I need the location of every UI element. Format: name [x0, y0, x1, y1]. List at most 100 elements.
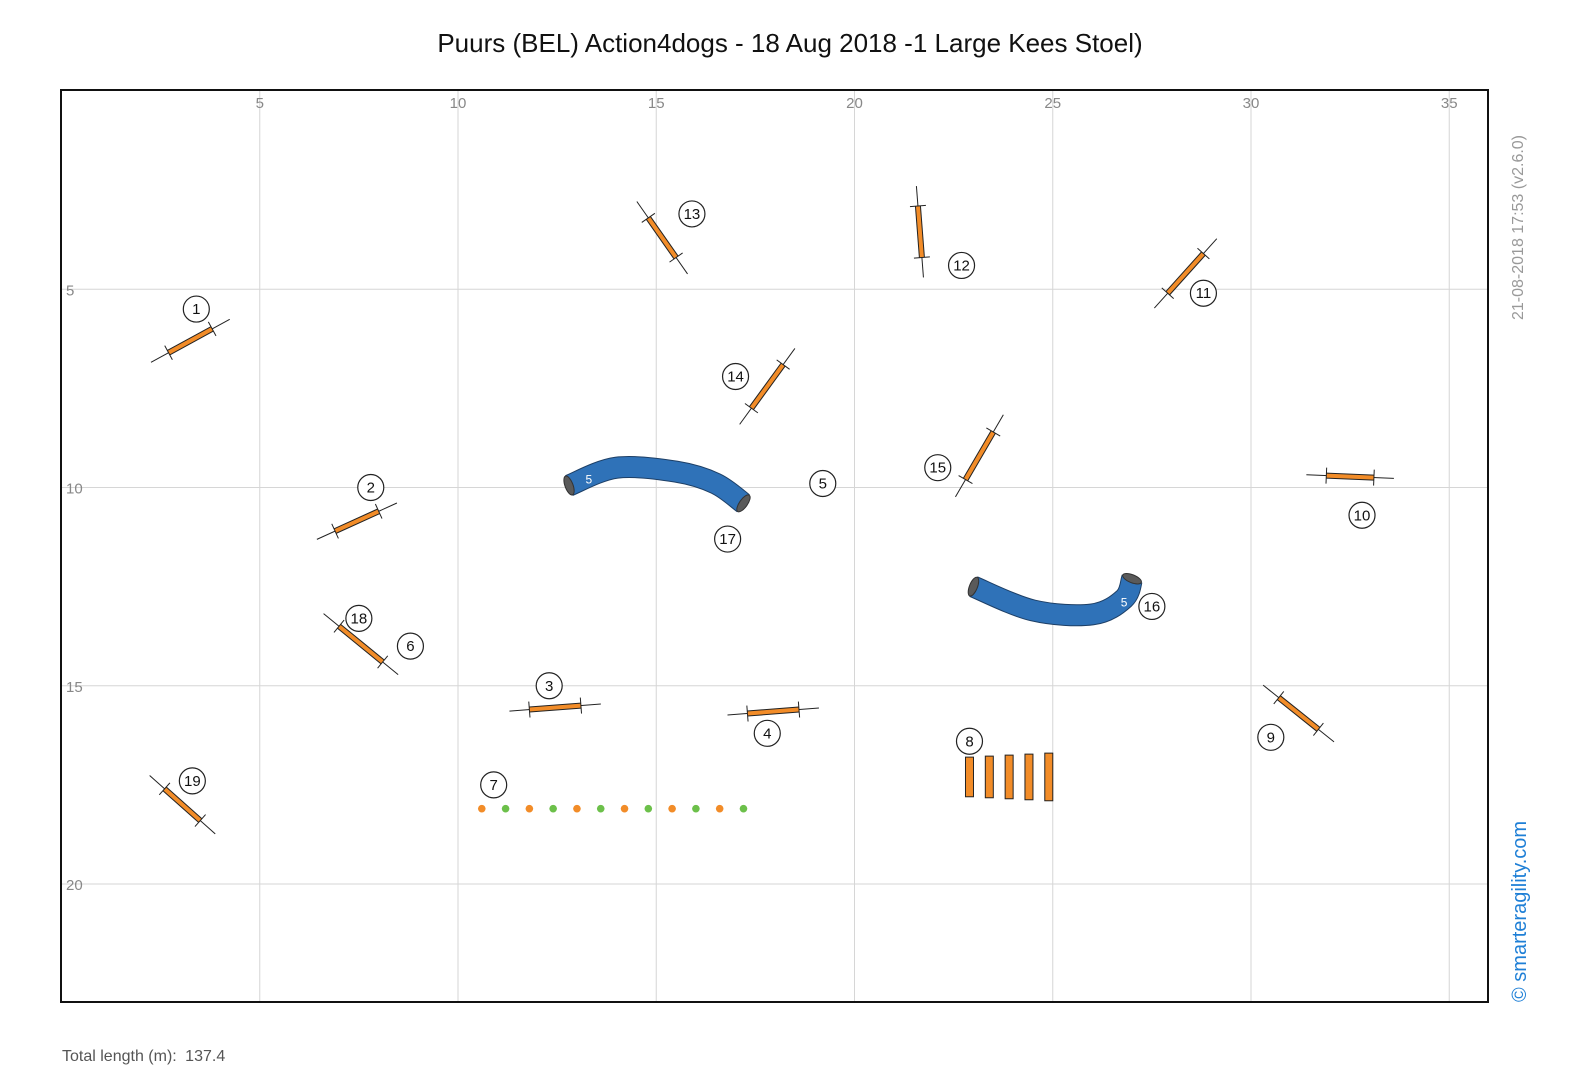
number-circle: [1189, 279, 1218, 307]
jump-bar: [646, 216, 678, 259]
number-circle: [535, 672, 563, 700]
number-label: 3: [545, 678, 553, 695]
total-length: Total length (m): 137.4: [62, 1048, 225, 1066]
number-marker: 14: [721, 362, 750, 391]
weave-pole: [549, 804, 557, 813]
tunnel-label: 5: [586, 473, 593, 487]
jump: [955, 414, 1004, 498]
jump-bar: [915, 205, 924, 258]
jump-stand: [1197, 247, 1210, 260]
number-circle: [714, 525, 742, 553]
number-marker: 10: [1348, 501, 1376, 529]
weave-pole: [596, 804, 605, 813]
jump-stand: [528, 701, 531, 718]
timestamp-label: 21-08-2018 17:53 (v2.6.0): [1510, 135, 1527, 320]
jumps: [149, 186, 1394, 835]
y-tick-label: 10: [66, 481, 83, 498]
number-marker: 2: [357, 473, 385, 502]
number-circle: [678, 200, 706, 228]
number-label: 13: [684, 206, 701, 223]
tunnel-opening: [736, 494, 751, 513]
jump-bar: [963, 430, 996, 481]
weave-pole: [668, 804, 676, 813]
jump-bar: [1326, 473, 1374, 480]
jump-stand: [1373, 469, 1375, 486]
x-tick-label: 35: [1441, 95, 1458, 112]
tunnel: 5: [967, 572, 1143, 627]
long-jump-board: [984, 755, 994, 799]
jump-stand: [207, 321, 217, 337]
number-label: 14: [727, 368, 744, 385]
number-label: 6: [406, 638, 414, 655]
jump-bar: [529, 703, 582, 712]
number-marker: 18: [345, 604, 373, 632]
weave-pole: [715, 804, 724, 813]
number-label: 1: [192, 301, 200, 318]
jump-bar: [163, 787, 202, 823]
jump: [1153, 238, 1218, 309]
jump-stand: [194, 814, 206, 827]
number-circle: [1348, 501, 1376, 529]
number-marker: 1: [182, 295, 210, 323]
long-jump-board: [1044, 752, 1054, 802]
jump-bar: [1166, 252, 1205, 295]
total-length-value: 137.4: [185, 1048, 226, 1065]
weave-pole: [525, 804, 534, 813]
jump-stand: [164, 345, 173, 360]
number-label: 15: [929, 460, 946, 477]
number-circle: [753, 719, 781, 747]
jump-stand: [669, 252, 683, 263]
number-label: 2: [367, 480, 375, 497]
total-length-label: Total length (m):: [62, 1048, 177, 1065]
number-label: 11: [1196, 285, 1212, 302]
number-label: 18: [351, 610, 368, 627]
number-circle: [924, 454, 952, 482]
jump-bar: [167, 327, 214, 355]
y-tick-label: 15: [66, 679, 83, 696]
jump-stand: [374, 503, 383, 519]
y-tick-label: 20: [66, 877, 83, 894]
jump: [727, 701, 819, 722]
number-marker: 11: [1189, 279, 1218, 307]
x-tick-label: 15: [648, 95, 665, 112]
number-circle: [1257, 723, 1285, 751]
number-circle: [396, 632, 425, 660]
jump-stand: [1273, 691, 1285, 705]
number-marker: 4: [753, 719, 781, 747]
weave-pole: [692, 804, 700, 813]
number-marker: 12: [947, 251, 976, 280]
x-tick-label: 10: [450, 95, 467, 112]
jump-stand: [641, 212, 656, 223]
tunnel-body: [969, 574, 1142, 626]
grid: [61, 91, 1489, 1003]
weave-pole: [739, 804, 748, 813]
weave-pole: [620, 804, 629, 813]
jump-stand: [909, 204, 926, 208]
jump-stand: [797, 701, 801, 718]
number-circle: [480, 771, 508, 799]
number-marker: 16: [1138, 592, 1166, 621]
tunnel-opening: [1122, 572, 1142, 585]
number-marker: 17: [714, 525, 742, 553]
tunnel-body: [565, 456, 750, 512]
jump-stand: [986, 427, 1001, 437]
jump-stand: [331, 523, 339, 539]
number-circle: [809, 469, 837, 498]
number-marker: 5: [809, 469, 837, 498]
jump: [909, 186, 930, 278]
tunnel-opening: [967, 576, 980, 597]
jump-stand: [333, 619, 345, 633]
number-marker: 19: [178, 767, 206, 795]
weave-pole: [501, 804, 510, 813]
x-tick-label: 20: [846, 95, 863, 112]
number-circle: [178, 767, 206, 795]
jump-stand: [1325, 467, 1328, 484]
number-label: 16: [1144, 598, 1161, 615]
number-circle: [182, 295, 210, 323]
jump: [316, 502, 398, 540]
jump-bar: [337, 624, 384, 664]
number-label: 10: [1354, 507, 1371, 524]
number-marker: 13: [678, 200, 706, 228]
